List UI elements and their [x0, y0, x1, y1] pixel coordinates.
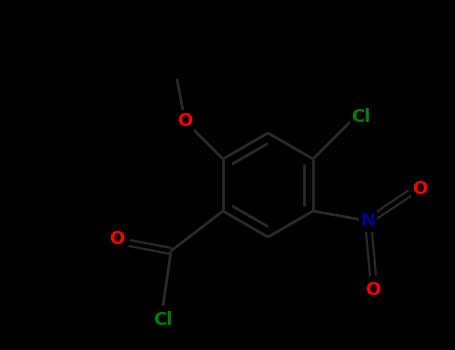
Text: O: O — [412, 180, 428, 198]
Text: Cl: Cl — [351, 108, 371, 126]
Text: O: O — [365, 281, 381, 299]
Text: O: O — [177, 112, 192, 130]
Text: N: N — [360, 212, 375, 230]
Text: O: O — [109, 230, 125, 248]
Text: Cl: Cl — [153, 311, 172, 329]
